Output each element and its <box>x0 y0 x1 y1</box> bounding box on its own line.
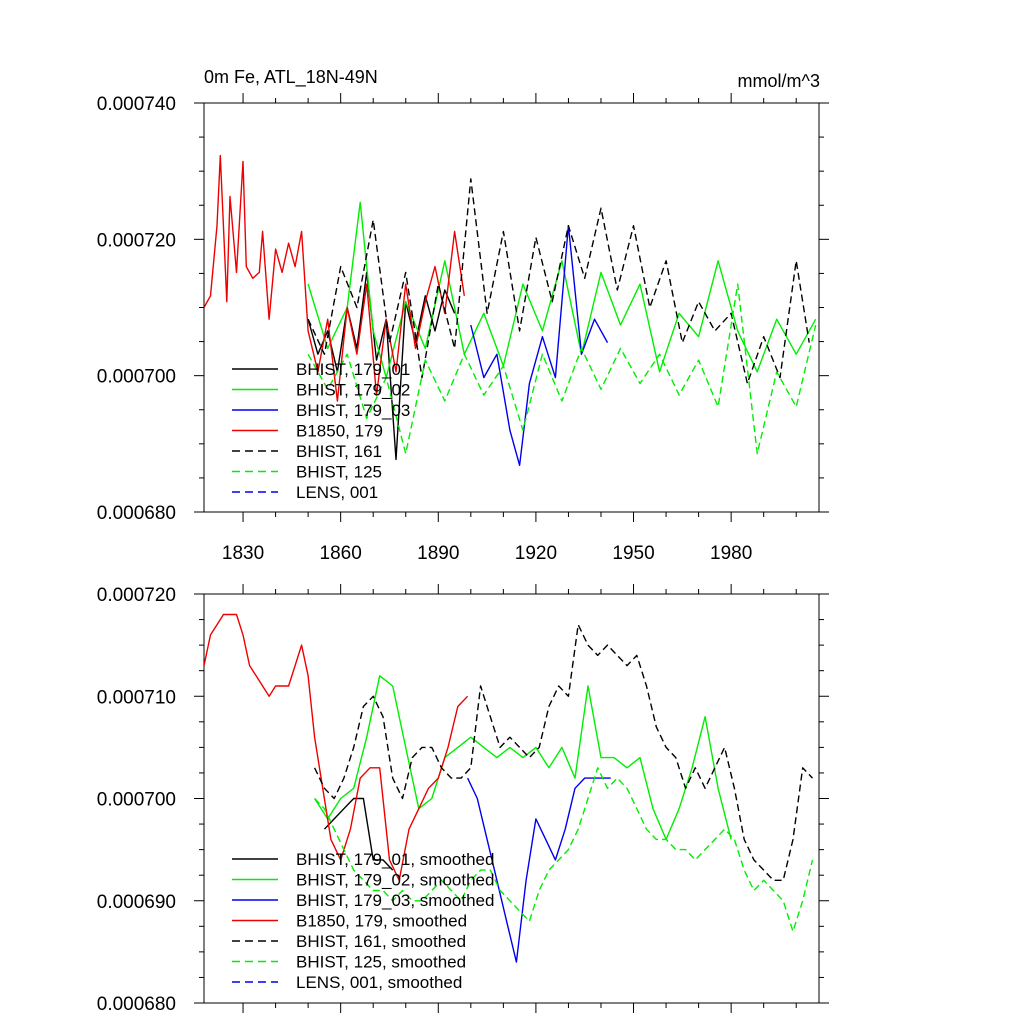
series-line <box>307 283 817 455</box>
legend-label: BHIST, 125, smoothed <box>296 953 466 972</box>
legend-label: B1850, 179, smoothed <box>296 912 467 931</box>
y-tick-label: 0.000740 <box>97 94 176 115</box>
units-label: mmol/m^3 <box>738 71 820 91</box>
series-line <box>307 178 810 385</box>
legend-label: LENS, 001 <box>296 483 378 502</box>
series-line <box>314 675 732 841</box>
bottom-legend: BHIST, 179_01, smoothed BHIST, 179_02, sm… <box>232 850 494 992</box>
legend-label: BHIST, 179_01, smoothed <box>296 850 494 869</box>
bottom-series <box>204 613 814 963</box>
series-line <box>323 797 394 871</box>
y-tick-label: 0.000680 <box>97 994 176 1015</box>
legend-label: BHIST, 179_03, smoothed <box>296 891 494 910</box>
series-line <box>314 767 814 933</box>
legend-label: BHIST, 179_02 <box>296 381 410 400</box>
legend-label: BHIST, 179_01 <box>296 360 410 379</box>
y-tick-label: 0.000680 <box>97 503 176 524</box>
series-line <box>307 201 817 379</box>
series-line <box>204 613 469 881</box>
bottom-ticks <box>194 584 829 1013</box>
x-tick-label: 1920 <box>515 543 557 564</box>
y-tick-label: 0.000690 <box>97 892 176 913</box>
legend-label: BHIST, 161, smoothed <box>296 932 466 951</box>
y-tick-label: 0.000700 <box>97 367 176 388</box>
series-line <box>470 224 609 466</box>
legend-label: LENS, 001, smoothed <box>296 973 462 992</box>
top-series <box>204 154 817 466</box>
y-tick-label: 0.000710 <box>97 687 176 708</box>
top-panel: 0.000740 0.000720 0.000700 0.000680 1830 1860… <box>97 93 829 564</box>
legend-label: BHIST, 161 <box>296 442 382 461</box>
y-tick-label: 0.000720 <box>97 230 176 251</box>
x-tick-label: 1860 <box>320 543 362 564</box>
series-line <box>204 154 465 402</box>
y-tick-label: 0.000700 <box>97 790 176 811</box>
x-tick-label: 1830 <box>222 543 264 564</box>
top-ticks <box>194 93 829 522</box>
y-tick-label: 0.000720 <box>97 585 176 606</box>
chart-title: 0m Fe, ATL_18N-49N <box>204 67 378 88</box>
series-line <box>466 777 611 963</box>
series-line <box>313 624 814 881</box>
bottom-panel: 0.000720 0.000710 0.000700 0.000690 0.000680… <box>97 584 829 1015</box>
legend-label: BHIST, 125 <box>296 463 382 482</box>
legend-label: B1850, 179 <box>296 422 383 441</box>
legend-label: BHIST, 179_03 <box>296 401 410 420</box>
x-tick-label: 1980 <box>710 543 752 564</box>
series-line <box>307 271 456 461</box>
legend-label: BHIST, 179_02, smoothed <box>296 871 494 890</box>
x-tick-label: 1950 <box>612 543 654 564</box>
x-tick-label: 1890 <box>417 543 459 564</box>
